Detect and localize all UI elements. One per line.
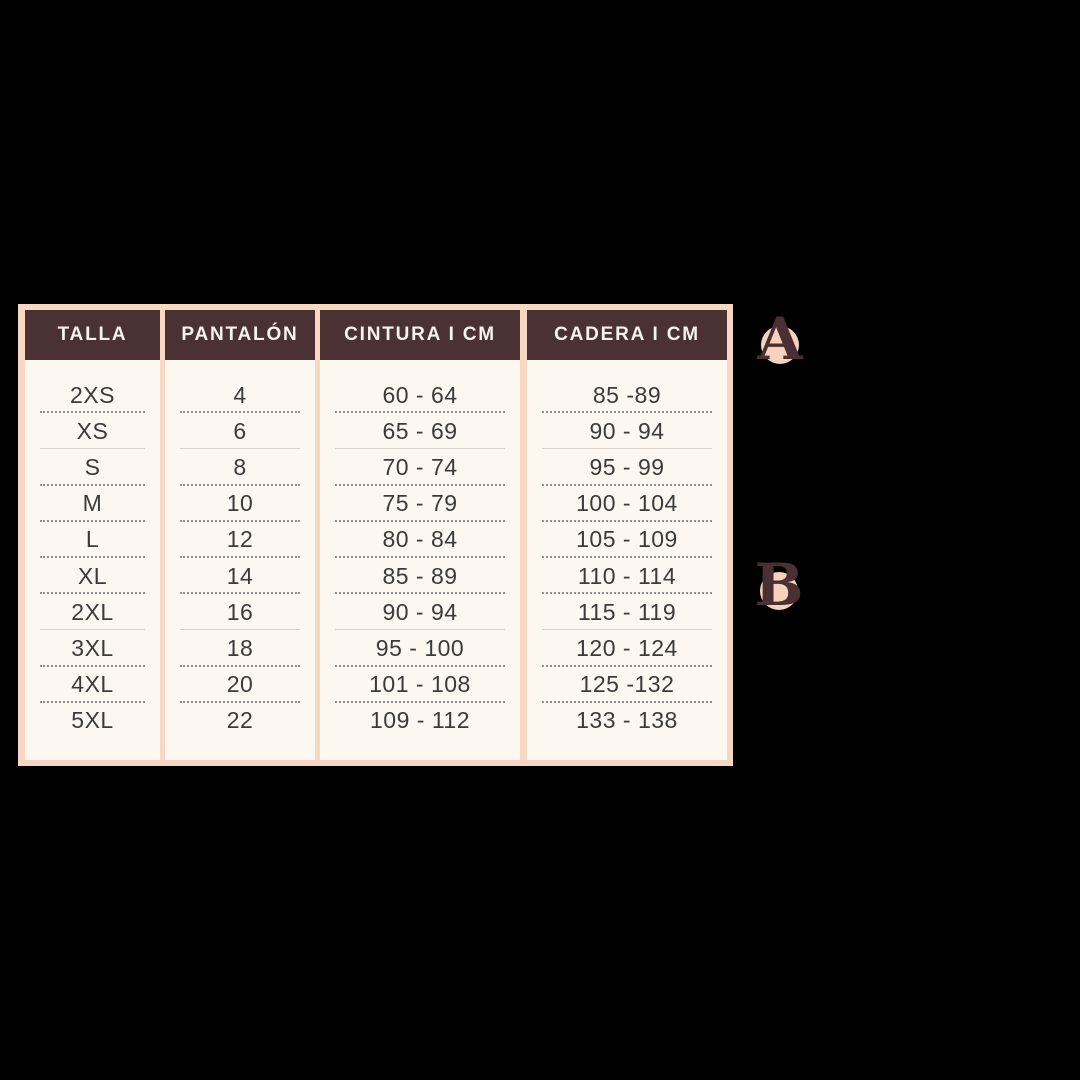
cell-cadera-3: 95 - 99 <box>527 449 727 486</box>
cell-talla-10: 5XL <box>71 707 114 734</box>
cell-cintura-5: 80 - 84 <box>320 522 520 559</box>
cell-talla-2: XS <box>25 413 160 450</box>
column-header-cintura: CINTURA I CM <box>320 310 520 360</box>
cell-talla-7: 2XL <box>25 594 160 631</box>
annotation-b-badge: B <box>752 551 806 619</box>
cell-pantalon-9: 20 <box>165 667 315 703</box>
column-cadera: CADERA I CM 85 -89 90 - 94 95 - 99 100 - 10… <box>527 310 727 760</box>
cell-cintura-10: 109 - 112 <box>370 707 470 734</box>
cell-talla-1: 2XS <box>25 377 160 414</box>
cell-pantalon-4: 10 <box>165 486 315 522</box>
cell-cintura-3: 70 - 74 <box>320 449 520 486</box>
cell-cintura-2: 65 - 69 <box>320 413 520 450</box>
cell-cintura-7: 90 - 94 <box>320 594 520 631</box>
cell-pantalon-6: 14 <box>165 558 315 595</box>
column-pantalon: PANTALÓN 4 6 8 10 12 14 16 18 20 22 <box>165 310 315 760</box>
cell-cintura-4: 75 - 79 <box>320 486 520 522</box>
annotation-a-circle <box>761 326 799 364</box>
cell-cintura-1: 60 - 64 <box>320 377 520 414</box>
column-header-cadera: CADERA I CM <box>527 310 727 360</box>
column-header-talla: TALLA <box>25 310 160 360</box>
cell-pantalon-1: 4 <box>165 377 315 414</box>
annotation-b-letter: B <box>754 551 804 619</box>
cell-cadera-4: 100 - 104 <box>527 486 727 522</box>
annotation-b-circle <box>760 572 798 610</box>
cell-cintura-8: 95 - 100 <box>320 630 520 667</box>
cell-pantalon-3: 8 <box>165 449 315 486</box>
cell-cintura-9: 101 - 108 <box>320 667 520 703</box>
column-body-talla: 2XS XS S M L XL 2XL 3XL 4XL 5XL <box>25 360 160 760</box>
cell-cadera-10: 133 - 138 <box>576 707 678 734</box>
cell-cadera-7: 115 - 119 <box>527 594 727 631</box>
column-talla: TALLA 2XS XS S M L XL 2XL 3XL 4XL 5XL <box>25 310 160 760</box>
cell-talla-3: S <box>25 449 160 486</box>
cell-cadera-8: 120 - 124 <box>527 630 727 667</box>
cell-cadera-6: 110 - 114 <box>527 558 727 595</box>
column-body-cadera: 85 -89 90 - 94 95 - 99 100 - 104 105 - 109 11… <box>527 360 727 760</box>
cell-pantalon-7: 16 <box>165 594 315 631</box>
cell-pantalon-8: 18 <box>165 630 315 667</box>
cell-talla-4: M <box>25 486 160 522</box>
cell-talla-9: 4XL <box>25 667 160 703</box>
cell-pantalon-10: 22 <box>226 707 254 734</box>
annotation-a-letter: A <box>757 305 803 373</box>
cell-talla-6: XL <box>25 558 160 595</box>
cell-cadera-9: 125 -132 <box>527 667 727 703</box>
column-cintura: CINTURA I CM 60 - 64 65 - 69 70 - 74 75 - 7… <box>320 310 520 760</box>
cell-pantalon-5: 12 <box>165 522 315 559</box>
cell-cadera-1: 85 -89 <box>527 377 727 414</box>
cell-talla-8: 3XL <box>25 630 160 667</box>
column-body-cintura: 60 - 64 65 - 69 70 - 74 75 - 79 80 - 84 85 - … <box>320 360 520 760</box>
cell-cintura-6: 85 - 89 <box>320 558 520 595</box>
column-body-pantalon: 4 6 8 10 12 14 16 18 20 22 <box>165 360 315 760</box>
cell-cadera-2: 90 - 94 <box>527 413 727 450</box>
cell-cadera-5: 105 - 109 <box>527 522 727 559</box>
cell-pantalon-2: 6 <box>165 413 315 450</box>
column-header-pantalon: PANTALÓN <box>165 310 315 360</box>
annotation-a-badge: A <box>753 305 807 373</box>
cell-talla-5: L <box>25 522 160 559</box>
